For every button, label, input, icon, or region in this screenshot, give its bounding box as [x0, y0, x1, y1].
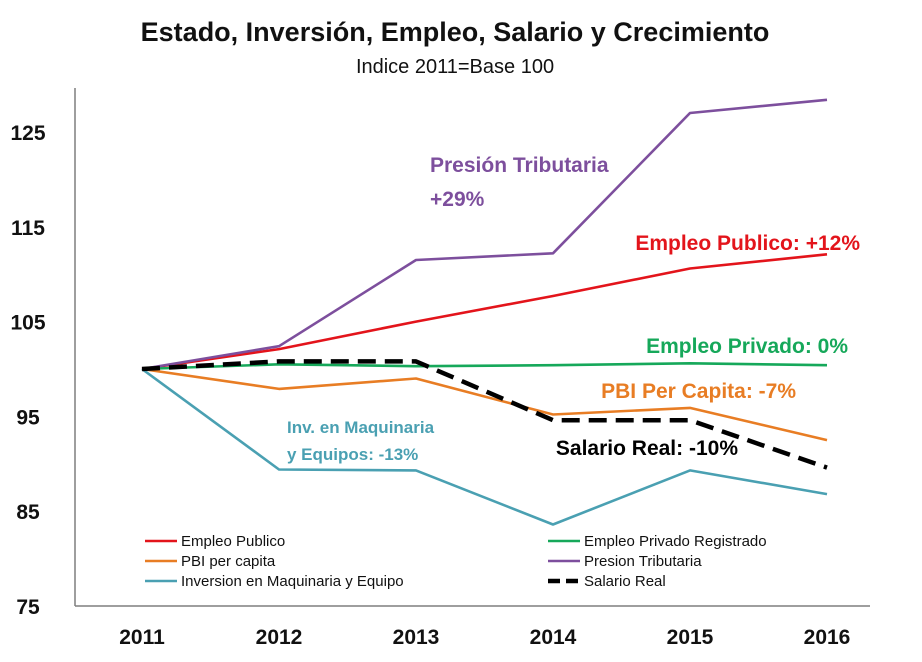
legend-label-empleo-publico: Empleo Publico	[181, 533, 285, 550]
series-line-salario-real	[141, 359, 828, 470]
annotation-presion: Presión Tributaria	[430, 154, 609, 177]
annotation-salario: Salario Real: -10%	[556, 437, 738, 460]
y-tick-label: 75	[16, 596, 40, 619]
legend-label-salario-real: Salario Real	[584, 573, 666, 590]
x-axis-ticks: 2011 2012 2013 2014 2015 2016	[119, 626, 850, 649]
y-tick-label: 95	[16, 406, 40, 429]
chart-title: Estado, Inversión, Empleo, Salario y Cre…	[141, 17, 770, 47]
chart-subtitle: Indice 2011=Base 100	[356, 56, 554, 78]
series-line-presion-tributaria	[141, 98, 828, 371]
legend: Empleo Publico Empleo Privado Registrado P…	[145, 533, 767, 590]
x-tick-label: 2015	[667, 626, 714, 649]
y-tick-label: 115	[11, 217, 45, 240]
y-tick-label: 85	[16, 501, 40, 524]
annotations: Presión Tributaria +29% Empleo Publico: +1…	[287, 154, 860, 464]
series-line-inversion-en-maquinaria-y-equipo	[141, 367, 828, 526]
annotation-pbi: PBI Per Capita: -7%	[601, 380, 796, 403]
x-tick-label: 2011	[119, 626, 165, 649]
annotation-inversion: y Equipos: -13%	[287, 445, 418, 464]
x-tick-label: 2012	[256, 626, 303, 649]
y-tick-label: 105	[10, 312, 45, 335]
series-line-pbi-per-capita	[141, 367, 828, 442]
x-tick-label: 2016	[804, 626, 851, 649]
annotation-empleo-publico: Empleo Publico: +12%	[635, 232, 860, 255]
annotation-presion: +29%	[430, 188, 485, 211]
legend-label-presion-tributaria: Presion Tributaria	[584, 553, 702, 570]
series-line-empleo-privado-registrado	[141, 361, 828, 371]
x-tick-label: 2014	[530, 626, 577, 649]
annotation-empleo-privado: Empleo Privado: 0%	[646, 335, 848, 358]
x-tick-label: 2013	[393, 626, 440, 649]
legend-label-inversion-en-maquinaria-y-equipo: Inversion en Maquinaria y Equipo	[181, 573, 404, 590]
legend-label-pbi-per-capita: PBI per capita	[181, 553, 276, 570]
series-lines	[141, 98, 828, 526]
y-axis-ticks: 75 85 95 105 115 125	[10, 122, 45, 619]
y-tick-label: 125	[10, 122, 45, 145]
annotation-inversion: Inv. en Maquinaria	[287, 418, 435, 437]
series-line-empleo-publico	[141, 253, 828, 371]
legend-label-empleo-privado-registrado: Empleo Privado Registrado	[584, 533, 767, 550]
